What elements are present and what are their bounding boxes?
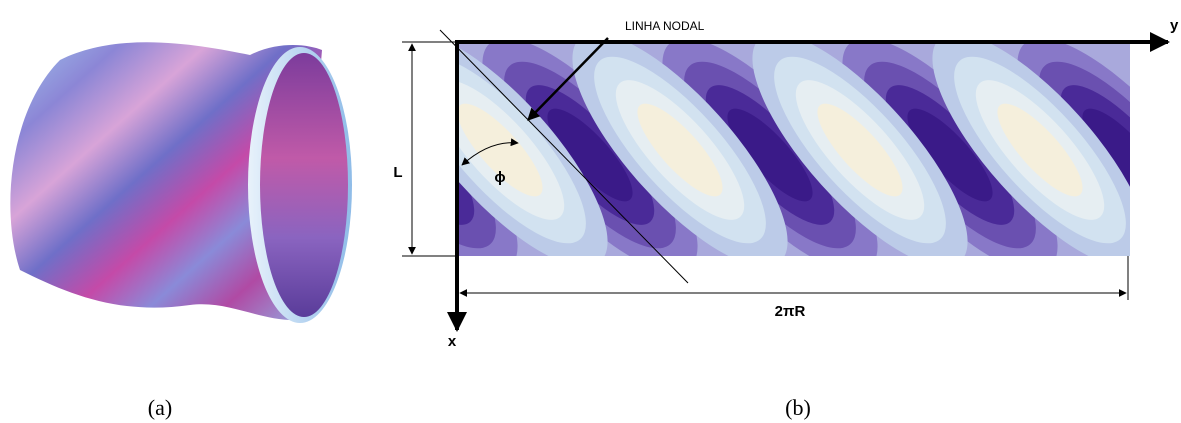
x-axis-label: x bbox=[448, 333, 457, 350]
y-axis-label: y bbox=[1170, 17, 1179, 34]
cylinder bbox=[10, 42, 352, 323]
width-label: 2πR bbox=[775, 303, 806, 320]
caption-a: (a) bbox=[148, 395, 172, 420]
figure: (a) LINHA NODAL ϕ y x L 2πR (b) bbox=[0, 0, 1181, 423]
nodal-label: LINHA NODAL bbox=[625, 19, 705, 33]
length-label: L bbox=[393, 164, 402, 181]
contour bbox=[356, 98, 465, 213]
angle-label: ϕ bbox=[494, 169, 505, 186]
caption-b: (b) bbox=[785, 395, 811, 420]
